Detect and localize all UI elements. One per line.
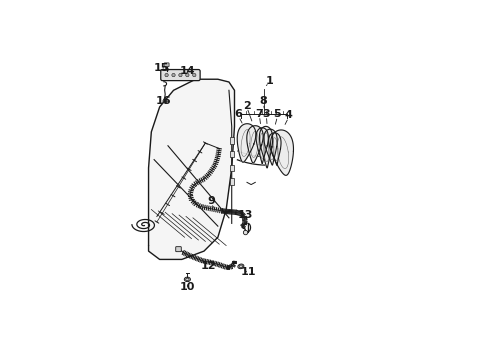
Polygon shape — [148, 79, 235, 260]
Circle shape — [186, 73, 189, 77]
Polygon shape — [247, 126, 263, 163]
Circle shape — [163, 99, 167, 103]
Polygon shape — [259, 126, 272, 168]
Polygon shape — [237, 124, 256, 162]
Circle shape — [179, 73, 182, 77]
Circle shape — [172, 73, 175, 77]
Text: 7: 7 — [256, 109, 263, 119]
Circle shape — [165, 73, 168, 77]
Bar — [230, 179, 234, 185]
Text: 11: 11 — [241, 267, 256, 277]
Ellipse shape — [184, 277, 191, 282]
Bar — [230, 165, 234, 171]
Text: 3: 3 — [263, 109, 270, 119]
Polygon shape — [248, 223, 250, 232]
Polygon shape — [256, 128, 269, 164]
Text: 5: 5 — [273, 109, 281, 120]
Bar — [230, 137, 234, 144]
Circle shape — [244, 230, 248, 235]
Text: 13: 13 — [238, 210, 253, 220]
Polygon shape — [264, 129, 277, 165]
Text: 6: 6 — [235, 109, 243, 120]
Bar — [230, 151, 234, 157]
Text: 2: 2 — [243, 100, 251, 111]
Circle shape — [193, 73, 196, 77]
Ellipse shape — [238, 264, 244, 269]
FancyBboxPatch shape — [164, 63, 169, 67]
Text: 16: 16 — [156, 96, 171, 107]
Text: 4: 4 — [285, 110, 293, 120]
Text: 10: 10 — [180, 282, 195, 292]
Text: 1: 1 — [265, 76, 273, 86]
Polygon shape — [270, 130, 294, 175]
FancyBboxPatch shape — [176, 247, 181, 252]
Text: 8: 8 — [260, 96, 268, 107]
Text: 14: 14 — [179, 66, 195, 76]
Text: 9: 9 — [207, 196, 215, 206]
FancyBboxPatch shape — [161, 69, 200, 81]
Text: 12: 12 — [200, 261, 216, 271]
Polygon shape — [269, 133, 281, 165]
Text: 15: 15 — [153, 63, 169, 73]
